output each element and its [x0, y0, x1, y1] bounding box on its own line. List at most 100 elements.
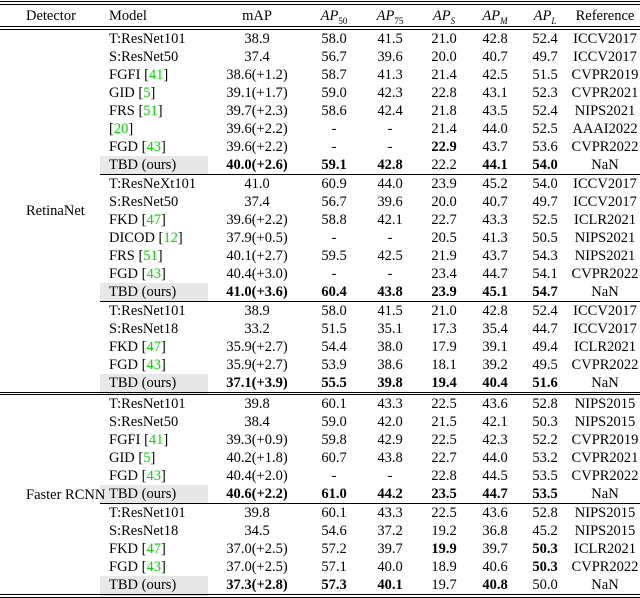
- ap75-value: 42.3: [377, 85, 403, 101]
- ap75-value: -: [387, 139, 393, 155]
- apm-value: 44.7: [482, 486, 508, 502]
- aps-value: 19.2: [431, 523, 457, 539]
- apl-value: 51.6: [532, 375, 558, 391]
- aps-value: 22.7: [431, 212, 457, 228]
- apm-value: 42.5: [482, 67, 508, 83]
- citation-number: 41: [148, 432, 164, 448]
- apm-value: 36.8: [482, 523, 508, 539]
- apm-value: 45.1: [482, 284, 508, 300]
- apm-value: 39.1: [482, 339, 508, 355]
- map-value: 39.8: [208, 392, 306, 413]
- table-row: FKD [47] 39.6(+2.2) 58.8 42.1 22.7 43.3 52.5 IC…: [0, 211, 640, 229]
- ap50-value: -: [331, 468, 337, 484]
- table-row: RetinaNet T:ResNet101 38.9 58.0 41.5 21.0 42.8…: [0, 28, 640, 219]
- map-value: 35.9(+2.7): [226, 357, 288, 373]
- apm-value: 43.7: [482, 139, 508, 155]
- ap50-value: -: [331, 230, 337, 246]
- apl-value: 50.3: [532, 559, 558, 575]
- model-cell-ours: TBD (ours): [100, 283, 208, 302]
- col-header-apm: APM: [470, 3, 520, 30]
- apm-value: 41.3: [482, 230, 508, 246]
- apl-value: 50.3: [532, 414, 558, 430]
- ap75-value: 42.9: [377, 432, 403, 448]
- col-header-aps: APS: [418, 3, 470, 30]
- detector-cell-retinanet: RetinaNet: [26, 203, 85, 219]
- map-value: 40.4(+3.0): [226, 266, 288, 282]
- apl-value: 53.5: [532, 468, 558, 484]
- ap50-value: 57.3: [321, 577, 347, 593]
- ap50-value: 59.5: [321, 248, 347, 264]
- ap75-value: 42.4: [377, 103, 403, 119]
- citation-number: 47: [146, 339, 161, 355]
- table-row: GID [5] 39.1(+1.7) 59.0 42.3 22.8 43.1 52.3 CVP…: [0, 84, 640, 102]
- ap75-value: -: [387, 121, 393, 137]
- apl-value: 52.3: [532, 85, 558, 101]
- reference-cell: NIPS2021: [574, 230, 636, 246]
- ap50-value: 58.7: [321, 67, 347, 83]
- reference-cell: ICCV2017: [573, 31, 637, 47]
- ap75-value: 42.1: [377, 212, 403, 228]
- map-value: 34.5: [244, 523, 270, 539]
- reference-cell: NIPS2021: [574, 248, 636, 264]
- map-value: 37.3(+2.8): [226, 577, 288, 593]
- table-row: FGD [43] 37.0(+2.5) 57.1 40.0 18.9 40.6 50.3 CV…: [0, 558, 640, 576]
- apm-value: 40.7: [482, 49, 508, 65]
- aps-value: 19.9: [431, 541, 457, 557]
- model-cell: FGD [43]: [109, 468, 166, 484]
- apl-value: 53.6: [532, 139, 558, 155]
- model-cell: FGFI [41]: [109, 432, 169, 448]
- apl-value: 49.7: [532, 194, 558, 210]
- table-row: S:ResNet50 37.4 56.7 39.6 20.0 40.7 49.7 ICCV20…: [0, 48, 640, 66]
- reference-cell: CVPR2019: [571, 67, 639, 83]
- aps-value: 22.5: [418, 503, 470, 522]
- model-name: S:ResNet50: [109, 49, 179, 65]
- model-name: S:ResNet18: [109, 321, 179, 337]
- aps-value: 21.8: [431, 103, 457, 119]
- col-header-detector: Detector: [0, 3, 100, 30]
- aps-value: 18.1: [431, 357, 457, 373]
- ap50-value: 58.0: [306, 301, 362, 320]
- apm-value: 40.7: [482, 194, 508, 210]
- aps-value: 20.5: [431, 230, 457, 246]
- model-cell: T:ResNet101: [100, 503, 208, 522]
- reference-cell: CVPR2022: [571, 139, 639, 155]
- apm-value: 39.7: [482, 541, 508, 557]
- aps-value: 21.4: [431, 121, 457, 137]
- map-value: 39.8: [208, 503, 306, 522]
- ap50-value: -: [331, 266, 337, 282]
- apm-value: 43.6: [470, 392, 520, 413]
- ap50-value: 55.5: [321, 375, 347, 391]
- table-row: FGFI [41] 38.6(+1.2) 58.7 41.3 21.4 42.5 51.5 C…: [0, 66, 640, 84]
- ap75-value: 43.3: [362, 392, 418, 413]
- table-row: T:ResNeXt101 41.0 60.9 44.0 23.9 45.2 54.0 ICCV…: [0, 174, 640, 193]
- table-row: TBD (ours) 37.3(+2.8) 57.3 40.1 19.7 40.8 50.0…: [0, 576, 640, 596]
- table-row: FRS [51] 39.7(+2.3) 58.6 42.4 21.8 43.5 52.4 NI…: [0, 102, 640, 120]
- aps-value: 19.4: [431, 375, 457, 391]
- aps-value: 20.0: [431, 194, 457, 210]
- aps-value: 19.7: [431, 577, 457, 593]
- apm-value: 43.3: [482, 212, 508, 228]
- reference-cell: ICLR2021: [573, 339, 637, 355]
- model-name: FRS: [109, 103, 135, 119]
- citation-number: 47: [146, 212, 161, 228]
- aps-value: 21.0: [431, 31, 457, 47]
- table-row: TBD (ours) 37.1(+3.9) 55.5 39.8 19.4 40.4 51.6…: [0, 374, 640, 394]
- model-name: TBD (ours): [109, 486, 177, 502]
- ap50-value: 53.9: [321, 357, 347, 373]
- apm-value: 35.4: [482, 321, 508, 337]
- apm-value: 42.8: [482, 31, 508, 47]
- model-cell: DICOD [12]: [109, 230, 183, 246]
- table-row: S:ResNet18 33.2 51.5 35.1 17.3 35.4 44.7 ICCV20…: [0, 320, 640, 338]
- ap75-value: 38.0: [377, 339, 403, 355]
- aps-value: 22.5: [418, 392, 470, 413]
- apl-value: 52.4: [532, 103, 558, 119]
- map-value: 41.0(+3.6): [226, 284, 288, 300]
- model-name: FGD: [109, 266, 139, 282]
- table-header: Detector Model mAP AP50 AP75 APS APM APL Referen…: [0, 3, 640, 30]
- map-value: 40.4(+2.0): [226, 468, 288, 484]
- ap50-value: 60.7: [321, 450, 347, 466]
- apl-value: 49.7: [532, 49, 558, 65]
- map-value: 40.0(+2.6): [226, 157, 288, 173]
- model-cell: FGFI [41]: [109, 67, 169, 83]
